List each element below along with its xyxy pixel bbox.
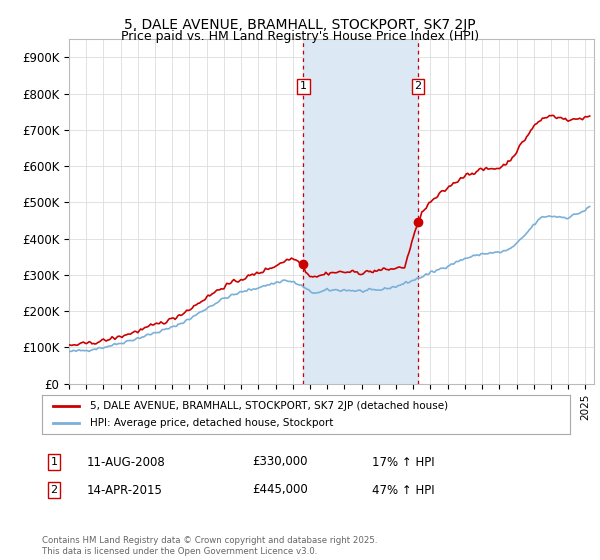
Text: 11-AUG-2008: 11-AUG-2008	[87, 455, 166, 469]
Text: £330,000: £330,000	[252, 455, 308, 469]
Text: 1: 1	[300, 81, 307, 91]
Text: 47% ↑ HPI: 47% ↑ HPI	[372, 483, 434, 497]
Text: 1: 1	[50, 457, 58, 467]
Bar	[303, 39, 418, 384]
Text: Price paid vs. HM Land Registry's House Price Index (HPI): Price paid vs. HM Land Registry's House …	[121, 30, 479, 43]
Text: 5, DALE AVENUE, BRAMHALL, STOCKPORT, SK7 2JP: 5, DALE AVENUE, BRAMHALL, STOCKPORT, SK7…	[124, 18, 476, 32]
Text: 2: 2	[415, 81, 422, 91]
Text: 5, DALE AVENUE, BRAMHALL, STOCKPORT, SK7 2JP (detached house): 5, DALE AVENUE, BRAMHALL, STOCKPORT, SK7…	[89, 401, 448, 411]
Text: 17% ↑ HPI: 17% ↑ HPI	[372, 455, 434, 469]
Text: Contains HM Land Registry data © Crown copyright and database right 2025.
This d: Contains HM Land Registry data © Crown c…	[42, 536, 377, 556]
Text: 2: 2	[50, 485, 58, 495]
Text: 14-APR-2015: 14-APR-2015	[87, 483, 163, 497]
Text: HPI: Average price, detached house, Stockport: HPI: Average price, detached house, Stoc…	[89, 418, 333, 428]
Text: £445,000: £445,000	[252, 483, 308, 497]
